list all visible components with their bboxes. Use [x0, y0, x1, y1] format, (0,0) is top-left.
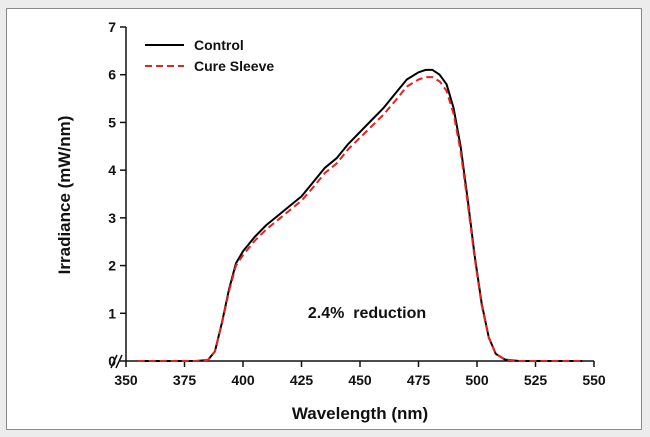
y-axis-title: Irradiance (mW/nm) — [55, 116, 74, 275]
series-line-control — [137, 68, 583, 362]
x-tick-label: 425 — [290, 372, 314, 388]
legend-label-cure-sleeve: Cure Sleeve — [194, 58, 274, 74]
legend-label-control: Control — [194, 37, 244, 53]
x-tick-label: 500 — [465, 372, 489, 388]
y-tick-label: 3 — [108, 210, 116, 226]
y-tick-label: 6 — [108, 67, 116, 83]
y-tick-label: 2 — [108, 258, 116, 274]
axis-break-mark — [110, 354, 123, 369]
x-tick-label: 525 — [524, 372, 548, 388]
x-tick-label: 400 — [231, 372, 255, 388]
x-tick-label: 550 — [582, 372, 606, 388]
y-tick-label: 5 — [108, 114, 116, 130]
y-tick-label: 7 — [108, 19, 116, 35]
y-tick-label: 0 — [108, 353, 116, 369]
chart-frame — [6, 8, 642, 430]
legend: Control Cure Sleeve — [145, 37, 274, 74]
x-tick-label: 475 — [407, 372, 431, 388]
reduction-annotation: 2.4% reduction — [308, 305, 426, 322]
y-tick-label: 1 — [108, 305, 116, 321]
x-tick-label: 375 — [173, 372, 197, 388]
x-axis-title: Wavelength (nm) — [292, 404, 428, 423]
y-tick-label: 4 — [108, 162, 116, 178]
series-line-cure-sleeve — [137, 76, 583, 362]
x-tick-label: 450 — [348, 372, 372, 388]
x-tick-label: 350 — [114, 372, 138, 388]
